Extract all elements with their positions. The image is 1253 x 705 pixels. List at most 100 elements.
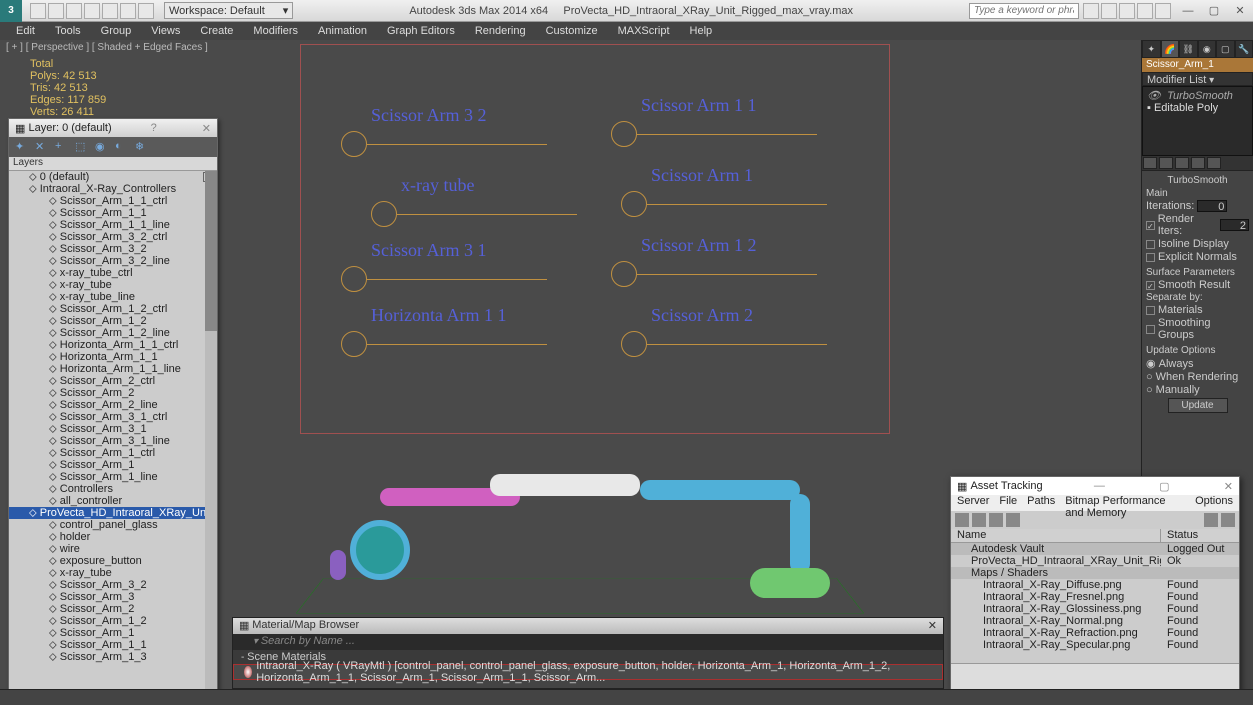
- asset-row[interactable]: Intraoral_X-Ray_Fresnel.pngFound: [951, 591, 1239, 603]
- layer-row[interactable]: ⬦ Scissor_Arm_1_2_line: [9, 327, 217, 339]
- layer-row[interactable]: ⬦ x-ray_tube_ctrl: [9, 267, 217, 279]
- freeze-icon[interactable]: ❄: [135, 140, 149, 154]
- layer-row[interactable]: ⬦ Scissor_Arm_1_1: [9, 639, 217, 651]
- layer-row[interactable]: ⬦ Scissor_Arm_3_2: [9, 579, 217, 591]
- layer-row[interactable]: ⬦ Scissor_Arm_3_1: [9, 423, 217, 435]
- modifier-editable-poly[interactable]: ▪ Editable Poly: [1147, 102, 1248, 114]
- asset-col-name[interactable]: Name: [951, 529, 1161, 542]
- matbrowser-search[interactable]: ▾ Search by Name ...: [233, 634, 943, 650]
- layer-row[interactable]: ⬦ 0 (default)✓: [9, 171, 217, 183]
- rig-control[interactable]: Scissor Arm 2: [651, 305, 753, 326]
- rig-control[interactable]: x-ray tube: [401, 175, 474, 196]
- layer-row[interactable]: ⬦ x-ray_tube: [9, 279, 217, 291]
- asset-max-icon[interactable]: ▢: [1159, 480, 1169, 493]
- qat-new-icon[interactable]: [30, 3, 46, 19]
- asset-menu-item[interactable]: Options: [1195, 495, 1233, 511]
- minimize-button[interactable]: —: [1175, 1, 1201, 21]
- asset-row[interactable]: Intraoral_X-Ray_Specular.pngFound: [951, 639, 1239, 651]
- configure-sets-icon[interactable]: [1207, 157, 1221, 169]
- utilities-tab-icon[interactable]: 🔧: [1235, 40, 1253, 58]
- asset-refresh-icon[interactable]: [1204, 513, 1218, 527]
- layer-row[interactable]: ⬦ Scissor_Arm_1_2_ctrl: [9, 303, 217, 315]
- modifier-stack[interactable]: 👁 TurboSmooth ▪ Editable Poly: [1142, 86, 1253, 156]
- layer-row[interactable]: ⬦ Scissor_Arm_1_3: [9, 651, 217, 663]
- render-iters-spinner[interactable]: 2: [1220, 219, 1249, 231]
- menu-modifiers[interactable]: Modifiers: [243, 23, 308, 39]
- layer-row[interactable]: ⬦ holder: [9, 531, 217, 543]
- layer-row[interactable]: ⬦ Scissor_Arm_3_2_line: [9, 255, 217, 267]
- create-tab-icon[interactable]: ✦: [1142, 40, 1161, 58]
- menu-tools[interactable]: Tools: [45, 23, 91, 39]
- hierarchy-tab-icon[interactable]: ⛓: [1179, 40, 1198, 58]
- asset-column-headers[interactable]: Name Status: [951, 529, 1239, 543]
- layer-row[interactable]: ⬦ Scissor_Arm_3_2: [9, 243, 217, 255]
- rig-handle-circle[interactable]: [611, 261, 637, 287]
- layer-row[interactable]: ⬦ Scissor_Arm_1_2: [9, 315, 217, 327]
- help-icon[interactable]: [1155, 3, 1171, 19]
- update-button[interactable]: Update: [1168, 398, 1228, 413]
- asset-row[interactable]: ProVecta_HD_Intraoral_XRay_Unit_Rigged_m…: [951, 555, 1239, 567]
- asset-settings-icon[interactable]: [1221, 513, 1235, 527]
- model-3d-view[interactable]: [300, 450, 860, 640]
- layer-row[interactable]: ⬦ Scissor_Arm_1: [9, 627, 217, 639]
- rig-control[interactable]: Scissor Arm 1 2: [641, 235, 757, 256]
- layer-row[interactable]: ⬦ Scissor_Arm_1_1_line: [9, 219, 217, 231]
- qat-undo-icon[interactable]: [84, 3, 100, 19]
- qat-project-icon[interactable]: [138, 3, 154, 19]
- rig-handle-circle[interactable]: [621, 191, 647, 217]
- rig-control[interactable]: Scissor Arm 3 1: [371, 240, 487, 261]
- modifier-list-dropdown[interactable]: Modifier List ▾: [1142, 72, 1253, 86]
- asset-scrollbar[interactable]: [951, 663, 1239, 677]
- asset-tb-1-icon[interactable]: [955, 513, 969, 527]
- layer-row[interactable]: ⬦ Controllers: [9, 483, 217, 495]
- exchange-icon[interactable]: [1119, 3, 1135, 19]
- layers-help-icon[interactable]: ?: [151, 122, 157, 134]
- matbrowser-close-icon[interactable]: ✕: [928, 619, 937, 633]
- delete-layer-icon[interactable]: ✕: [35, 140, 49, 154]
- asset-row[interactable]: Autodesk VaultLogged Out: [951, 543, 1239, 555]
- layer-row[interactable]: ⬦ Scissor_Arm_2_ctrl: [9, 375, 217, 387]
- menu-group[interactable]: Group: [91, 23, 142, 39]
- rig-control[interactable]: Scissor Arm 1: [651, 165, 753, 186]
- layers-tree[interactable]: ⬦ 0 (default)✓⬦ Intraoral_X-Ray_Controll…: [9, 171, 217, 697]
- show-end-result-icon[interactable]: [1159, 157, 1173, 169]
- layer-row[interactable]: ⬦ Scissor_Arm_1: [9, 459, 217, 471]
- app-icon[interactable]: 3: [0, 0, 22, 22]
- qat-save-icon[interactable]: [66, 3, 82, 19]
- layer-row[interactable]: ⬦ wire: [9, 543, 217, 555]
- add-to-layer-icon[interactable]: +: [55, 140, 69, 154]
- manually-radio[interactable]: ○: [1146, 384, 1153, 396]
- select-layer-icon[interactable]: ⬚: [75, 140, 89, 154]
- rig-control[interactable]: Scissor Arm 1 1: [641, 95, 757, 116]
- rig-control[interactable]: Horizonta Arm 1 1: [371, 305, 506, 326]
- subscription-icon[interactable]: [1101, 3, 1117, 19]
- rig-handle-circle[interactable]: [621, 331, 647, 357]
- menu-rendering[interactable]: Rendering: [465, 23, 536, 39]
- layers-close-icon[interactable]: ✕: [202, 122, 211, 135]
- menu-views[interactable]: Views: [141, 23, 190, 39]
- qat-redo-icon[interactable]: [102, 3, 118, 19]
- make-unique-icon[interactable]: [1175, 157, 1189, 169]
- layer-row[interactable]: ⬦ Horizonta_Arm_1_1_ctrl: [9, 339, 217, 351]
- menu-maxscript[interactable]: MAXScript: [608, 23, 680, 39]
- smooth-result-checkbox[interactable]: [1146, 281, 1155, 290]
- asset-tb-2-icon[interactable]: [972, 513, 986, 527]
- asset-tree[interactable]: Autodesk VaultLogged OutProVecta_HD_Intr…: [951, 543, 1239, 663]
- layer-row[interactable]: ⬦ all_controller: [9, 495, 217, 507]
- asset-close-icon[interactable]: ✕: [1224, 480, 1233, 493]
- layer-row[interactable]: ⬦ Scissor_Arm_1_1: [9, 207, 217, 219]
- modify-tab-icon[interactable]: 🌈: [1161, 40, 1180, 58]
- layer-row[interactable]: ⬦ Intraoral_X-Ray_Controllers: [9, 183, 217, 195]
- asset-menu-item[interactable]: Server: [957, 495, 989, 511]
- menu-customize[interactable]: Customize: [536, 23, 608, 39]
- asset-menu-item[interactable]: File: [999, 495, 1017, 511]
- materials-checkbox[interactable]: [1146, 306, 1155, 315]
- workspace-dropdown[interactable]: Workspace: Default▾: [164, 2, 293, 19]
- motion-tab-icon[interactable]: ◉: [1198, 40, 1217, 58]
- layer-row[interactable]: ⬦ exposure_button: [9, 555, 217, 567]
- layer-row[interactable]: ⬦ Scissor_Arm_1_line: [9, 471, 217, 483]
- isoline-checkbox[interactable]: [1146, 240, 1155, 249]
- layer-row[interactable]: ⬦ Scissor_Arm_3_2_ctrl: [9, 231, 217, 243]
- layer-row[interactable]: ⬦ Horizonta_Arm_1_1_line: [9, 363, 217, 375]
- pin-stack-icon[interactable]: [1143, 157, 1157, 169]
